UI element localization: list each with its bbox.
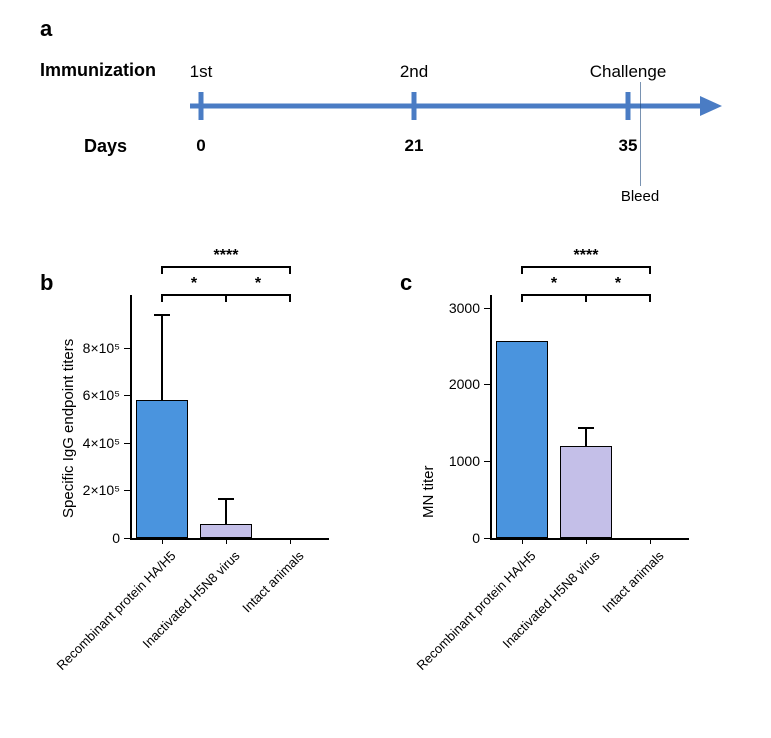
chart-b-ytlabel: 2×10⁵ [70,482,120,498]
chart-c-sig-end [585,294,587,302]
chart-c-ytick [484,308,490,309]
chart-b-xlabel-2: Intact animals [164,548,306,690]
panel-b-label: b [40,270,53,296]
event-2: 2nd [400,62,428,82]
chart-c-ytick [484,461,490,462]
bleed-label: Bleed [621,188,659,205]
chart-c-sig-label-top: **** [574,247,599,265]
chart-c-bar-1 [560,446,612,538]
chart-b-xlabel-1: Inactivated H5N8 virus [100,548,242,690]
chart-b-bar-0 [136,400,188,538]
chart-c-sig-left [522,294,586,296]
day-35: 35 [619,136,638,156]
chart-b-ylabel: Specific IgG endpoint titers [60,339,77,518]
chart-b-errorcap [218,498,234,500]
chart-c-sig-end [649,294,651,302]
chart-b-sig-end [161,294,163,302]
chart-b-sig-label-left: * [191,275,197,293]
chart-b-sig-end [161,266,163,274]
chart-b-y-axis [130,295,132,538]
chart-c-sig-label-right: * [615,275,621,293]
event-1: 1st [190,62,213,82]
chart-c-sig-label-left: * [551,275,557,293]
chart-c-xtick [522,538,523,544]
chart-b-errorbar [161,314,163,400]
chart-c-sig-top [522,266,650,268]
chart-c-ytlabel: 0 [430,530,480,546]
chart-c-x-axis [490,538,689,540]
chart-c-xlabel-2: Intact animals [524,548,666,690]
chart-b-sig-label-top: **** [214,247,239,265]
panel-c-label: c [400,270,412,296]
chart-b-errorcap [154,314,170,316]
chart-b-sig-end [289,266,291,274]
chart-b-ytick [124,490,130,491]
chart-b-sig-left [162,294,226,296]
chart-c-ylabel: MN titer [420,466,437,519]
chart-c-errorbar [585,427,587,445]
chart-c-xlabel-0: Recombinant protein HA/H5 [396,548,538,690]
chart-c-sig-end [521,294,523,302]
chart-b-xtick [162,538,163,544]
event-3: Challenge [590,62,667,82]
chart-c-sig-right [586,294,650,296]
day-0: 0 [196,136,205,156]
chart-b-ytlabel: 4×10⁵ [70,435,120,451]
chart-b-bar-1 [200,524,252,538]
chart-b-ytlabel: 8×10⁵ [70,340,120,356]
timeline-arrow [0,0,771,200]
bleed-line [640,82,641,186]
chart-c-xlabel-1: Inactivated H5N8 virus [460,548,602,690]
chart-b-xtick [290,538,291,544]
chart-c-sig-end [521,266,523,274]
chart-b-x-axis [130,538,329,540]
chart-b-xlabel-0: Recombinant protein HA/H5 [36,548,178,690]
chart-b-ytick [124,348,130,349]
chart-b-xtick [226,538,227,544]
chart-b-ytick [124,538,130,539]
chart-b-ytick [124,443,130,444]
chart-b-sig-end [225,294,227,302]
chart-c-y-axis [490,295,492,538]
chart-c-ytick [484,384,490,385]
day-21: 21 [405,136,424,156]
chart-b-errorbar [225,498,227,524]
chart-b-sig-right [226,294,290,296]
chart-b-sig-label-right: * [255,275,261,293]
chart-c-ytlabel: 1000 [430,453,480,469]
chart-c-ytlabel: 2000 [430,376,480,392]
chart-b-sig-top [162,266,290,268]
chart-b-ytlabel: 0 [70,530,120,546]
chart-c-ytick [484,538,490,539]
chart-c-sig-end [649,266,651,274]
chart-b-sig-end [289,294,291,302]
chart-c-xtick [586,538,587,544]
chart-b-ytick [124,395,130,396]
chart-c-bar-0 [496,341,548,538]
chart-b-ytlabel: 6×10⁵ [70,387,120,403]
chart-c-errorcap [578,427,594,429]
chart-c-xtick [650,538,651,544]
chart-c-ytlabel: 3000 [430,300,480,316]
